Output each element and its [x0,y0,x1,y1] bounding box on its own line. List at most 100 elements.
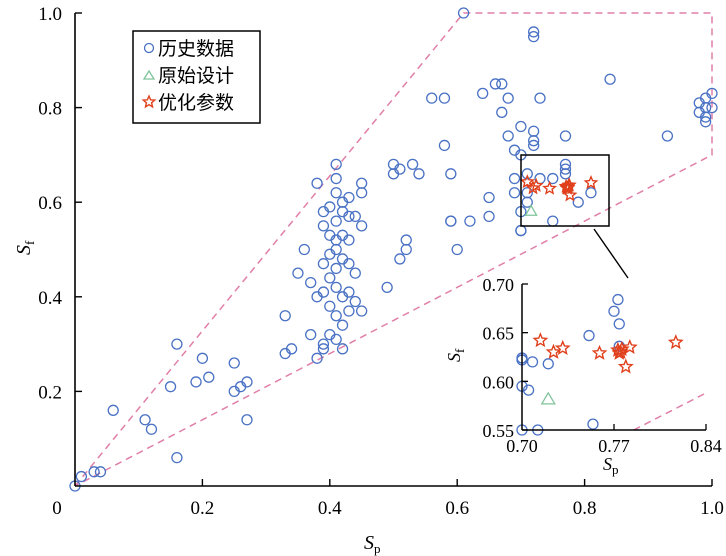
history-point [330,187,342,199]
optimized-point [583,174,599,190]
history-point [394,253,406,265]
history-point [547,215,559,227]
inset-optimized-point [667,334,684,350]
history-point [298,243,310,256]
history-point [464,215,476,227]
history-point [343,234,355,246]
optimized-point [561,177,577,192]
y-tick-label: 0.6 [38,193,62,214]
history-point [381,281,393,293]
history-point [139,414,151,426]
history-point [521,168,533,180]
history-point [75,470,88,483]
history-point [241,414,253,426]
x-tick-label: 0.6 [445,498,469,519]
history-point [343,305,355,317]
history-point [400,234,412,246]
history-point [343,286,355,298]
history-point [355,177,368,189]
history-point [330,262,342,275]
inset-y-axis-title: Sf [444,348,467,362]
x-tick-label: 0 [52,498,62,519]
history-point [521,187,533,199]
inset-chart: 0.70 0.77 0.84 0.55 0.60 0.65 0.70 Sp Sf [444,275,722,477]
original-design-point [524,204,538,216]
history-point [394,163,406,175]
history-point [279,310,291,322]
history-point [241,376,253,388]
history-point [311,177,323,189]
history-point [330,333,342,346]
inset-y-tick-label: 0.65 [483,324,515,344]
history-point [324,201,336,213]
history-point [527,125,540,137]
inset-history-point [522,384,535,396]
history-point [559,163,572,175]
history-point [107,404,119,416]
history-point [527,26,540,38]
history-point [171,451,183,464]
inset-optimized-point [621,338,638,354]
optimized-point [542,180,558,195]
history-point [406,158,419,171]
inset-x-tick-label: 0.84 [690,436,722,456]
history-point [559,130,572,142]
history-point [349,267,361,279]
history-point [228,357,240,369]
y-axis-title: Sf [13,240,37,255]
inset-y-tick-label: 0.70 [483,275,515,295]
history-point [330,158,342,171]
star-icon [141,94,157,109]
history-point [508,172,521,185]
y-tick-label: 0.4 [38,288,62,309]
history-point [343,191,355,204]
history-point [336,343,349,355]
inset-history-point [613,318,625,330]
history-point [171,338,183,350]
history-point [706,101,718,114]
history-point [305,328,317,341]
history-point [330,281,342,293]
history-point [317,220,330,232]
main-points-layer [69,7,718,492]
history-point [527,139,540,152]
inset-history-point [526,356,539,368]
history-point [604,73,616,85]
history-point [317,258,330,270]
legend-label-optimized: 优化参数 [158,92,234,114]
history-point [508,187,521,199]
inset-history-point [608,305,620,317]
history-point [317,286,330,298]
history-point [699,116,712,128]
history-point [324,300,336,312]
history-point [330,172,342,185]
history-point [285,343,298,355]
y-tick-label: 0.2 [38,382,62,403]
inset-optimized-point [554,339,571,355]
history-point [477,87,489,100]
y-tick-label: 0.8 [38,99,62,120]
history-point [457,7,470,19]
inset-history-point [612,293,624,306]
inset-history-point [583,329,595,342]
history-point [336,206,349,218]
history-point [547,172,559,185]
history-point [527,31,540,43]
history-point [585,187,597,199]
boundary-dashed-line [74,12,713,487]
inset-history-point [587,418,599,430]
history-point [502,130,514,142]
history-point [400,243,412,256]
inset-x-axis-title: Sp [603,454,619,477]
history-point [502,92,514,104]
history-point [355,305,368,317]
history-point [349,210,361,223]
history-point [317,338,330,350]
x-tick-label: 1.0 [700,498,724,519]
history-point [343,258,355,270]
history-point [438,92,451,104]
history-point [317,343,330,355]
inset-optimized-point [591,344,608,360]
x-tick-label: 0.2 [191,498,215,519]
history-point [190,376,202,388]
